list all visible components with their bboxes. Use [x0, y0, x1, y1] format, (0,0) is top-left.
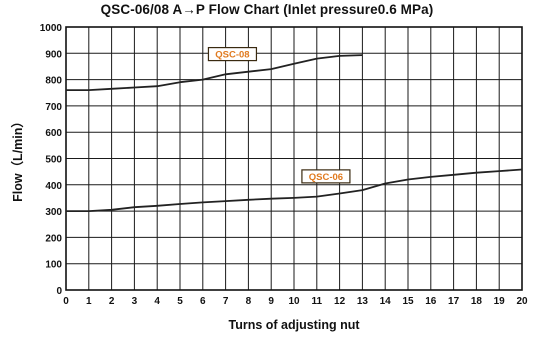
x-tick-label: 20 — [516, 296, 528, 307]
series-label-text: QSC-08 — [215, 50, 249, 61]
x-tick-label: 15 — [402, 296, 414, 307]
x-tick-label: 13 — [357, 296, 369, 307]
x-axis-label: Turns of adjusting nut — [229, 318, 361, 332]
y-axis-ticks: 0 100 200 300 400 500 600 700 800 900 1000 — [40, 23, 63, 297]
series-line-qsc-08 — [66, 54, 363, 91]
x-tick-label: 6 — [200, 296, 206, 307]
x-tick-label: 2 — [109, 296, 115, 307]
series-label-box — [301, 169, 351, 184]
series-lines — [66, 54, 523, 213]
x-tick-label: 1 — [86, 296, 92, 307]
plot-frame — [65, 26, 523, 291]
x-tick-label: 18 — [471, 296, 483, 307]
y-tick-label: 200 — [45, 233, 62, 244]
series-labels: QSC-08 QSC-06 — [207, 46, 351, 184]
y-tick-label: 400 — [45, 181, 62, 192]
y-tick-label: 300 — [45, 207, 62, 218]
series-line-qsc-06 — [66, 168, 523, 213]
y-axis-label: Flow（L/min） — [10, 115, 25, 202]
y-tick-label: 600 — [45, 128, 62, 139]
series-label-qsc-06: QSC-06 — [301, 169, 351, 184]
x-tick-label: 19 — [494, 296, 506, 307]
x-tick-label: 9 — [268, 296, 274, 307]
x-tick-label: 12 — [334, 296, 346, 307]
y-tick-label: 700 — [45, 102, 62, 113]
x-tick-label: 5 — [177, 296, 183, 307]
series-label-text: QSC-06 — [309, 172, 343, 183]
grid — [65, 26, 523, 291]
x-tick-label: 16 — [425, 296, 437, 307]
y-tick-label: 0 — [56, 286, 62, 297]
series-label-box — [207, 46, 258, 62]
x-tick-label: 0 — [63, 296, 69, 307]
series-label-qsc-08: QSC-08 — [207, 46, 258, 62]
x-tick-label: 3 — [132, 296, 138, 307]
y-tick-label: 900 — [45, 49, 62, 60]
y-tick-label: 1000 — [40, 23, 63, 34]
x-tick-label: 4 — [154, 296, 160, 307]
y-tick-label: 800 — [45, 76, 62, 87]
chart-title: QSC-06/08 A→P Flow Chart (Inlet pressure… — [100, 2, 434, 17]
y-tick-label: 100 — [45, 260, 62, 271]
x-tick-label: 7 — [223, 296, 229, 307]
x-axis-ticks: 0 1 2 3 4 5 6 7 8 9 10 11 12 13 14 15 16 17 18 19 20 — [63, 296, 528, 307]
x-tick-label: 10 — [288, 296, 300, 307]
x-tick-label: 14 — [380, 296, 392, 307]
plot-border — [65, 26, 523, 291]
x-tick-label: 8 — [246, 296, 252, 307]
x-tick-label: 11 — [312, 296, 323, 307]
y-tick-label: 500 — [45, 155, 62, 166]
x-tick-label: 17 — [448, 296, 460, 307]
